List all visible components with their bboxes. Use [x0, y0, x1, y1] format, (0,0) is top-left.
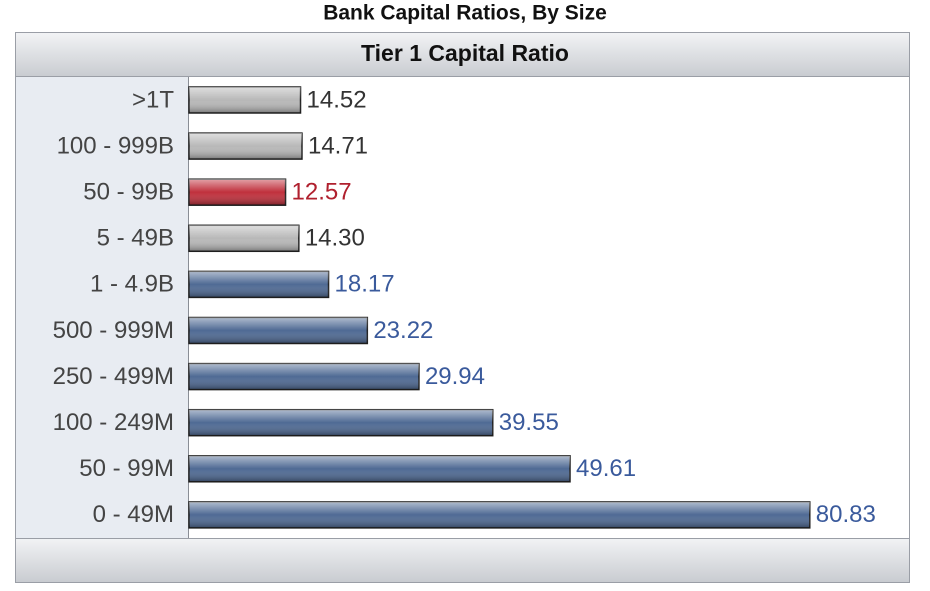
category-label: 500 - 999M	[53, 317, 174, 344]
bar-shade	[189, 133, 302, 160]
value-label: 29.94	[425, 363, 485, 390]
value-label: 49.61	[576, 455, 636, 482]
value-label: 12.57	[292, 179, 352, 206]
category-label: 100 - 999B	[57, 132, 174, 159]
bar-shade	[189, 271, 329, 298]
value-label: 39.55	[499, 409, 559, 436]
value-label: 80.83	[816, 501, 876, 528]
value-label: 14.30	[305, 225, 365, 252]
category-column	[16, 77, 188, 538]
category-label: 50 - 99M	[79, 455, 174, 482]
value-label: 14.71	[308, 132, 368, 159]
category-label: 250 - 499M	[53, 363, 174, 390]
category-label: 1 - 4.9B	[90, 271, 174, 298]
bar-shade	[189, 501, 810, 528]
chart-title: Bank Capital Ratios, By Size	[323, 2, 607, 25]
category-label: >1T	[132, 86, 174, 113]
bar-shade	[189, 455, 571, 482]
plot: >1T 14.52 100 - 999B 14.71 50 - 99B 12.57 5 - …	[53, 86, 876, 529]
bar-shade	[189, 363, 419, 390]
value-label: 18.17	[335, 271, 395, 298]
category-label: 50 - 99B	[83, 179, 174, 206]
header-band	[16, 33, 909, 76]
bar-shade	[189, 409, 493, 436]
value-label: 14.52	[307, 86, 367, 113]
category-label: 100 - 249M	[53, 409, 174, 436]
chart-subtitle: Tier 1 Capital Ratio	[361, 40, 569, 66]
category-label: 0 - 49M	[93, 501, 174, 528]
bar-shade	[189, 179, 286, 206]
value-label: 23.22	[373, 317, 433, 344]
bar-shade	[189, 317, 368, 344]
bar-shade	[189, 225, 299, 252]
footer-band	[16, 538, 909, 582]
category-label: 5 - 49B	[97, 225, 174, 252]
bar-shade	[189, 87, 301, 113]
